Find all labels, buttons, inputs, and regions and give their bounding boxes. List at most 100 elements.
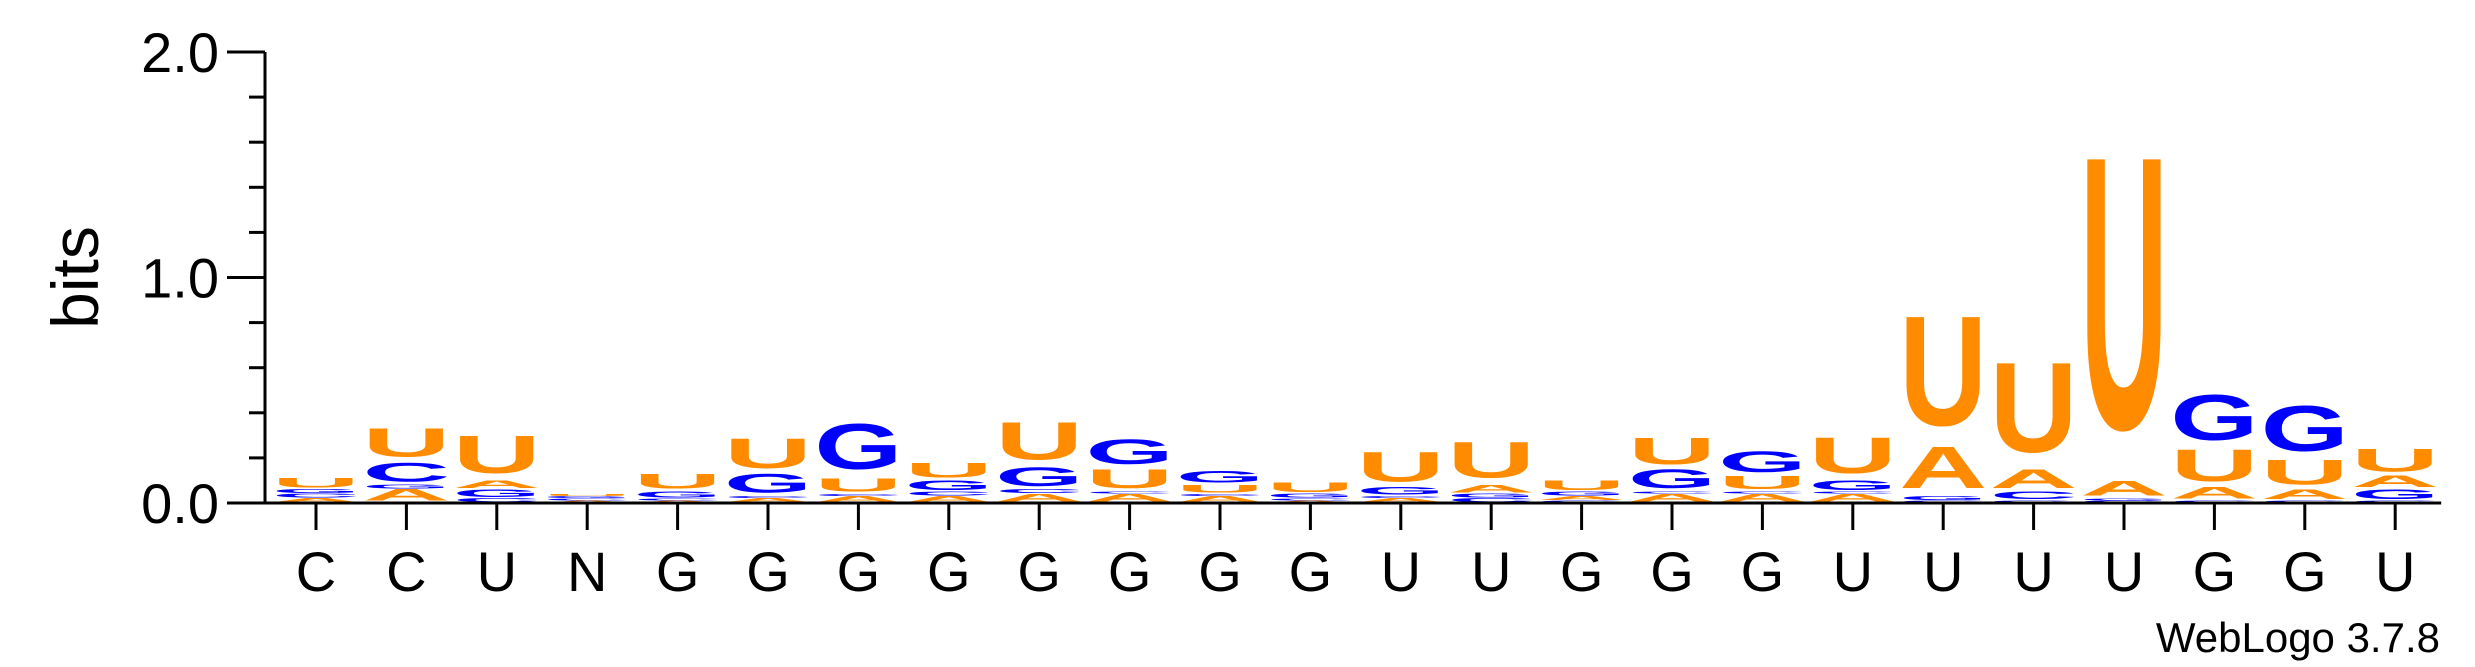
logo-glyph-G: G: [724, 469, 812, 499]
glyph-letter: U: [453, 424, 541, 484]
weblogo-footer: WebLogo 3.7.8: [2156, 614, 2440, 661]
glyph-letter: C: [1990, 490, 2078, 502]
glyph-letter: C: [1086, 491, 1174, 494]
x-tick-label: U: [477, 540, 517, 603]
glyph-letter: A: [2261, 487, 2349, 502]
glyph-letter: C: [453, 497, 541, 503]
glyph-letter: U: [272, 476, 360, 491]
logo-glyph-C: C: [1990, 490, 2078, 502]
glyph-letter: U: [724, 429, 812, 477]
glyph-letter: U: [1176, 483, 1264, 495]
x-tick-label: G: [1198, 540, 1242, 603]
glyph-letter: A: [1176, 495, 1264, 504]
logo-glyph-C: C: [1718, 491, 1806, 494]
logo-glyph-A: A: [1628, 492, 1716, 504]
glyph-letter: C: [1266, 498, 1354, 501]
logo-glyph-A: A: [1809, 492, 1897, 504]
glyph-letter: U: [2351, 442, 2439, 478]
glyph-letter: G: [1809, 478, 1897, 493]
glyph-letter: A: [1718, 492, 1806, 504]
x-tick-label: G: [927, 540, 971, 603]
logo-glyph-C: C: [1447, 497, 1535, 503]
logo-glyph-A: A: [1086, 492, 1174, 504]
logo-glyph-G: G: [1447, 493, 1535, 499]
logo-glyph-G: G: [634, 490, 722, 499]
glyph-letter: C: [814, 493, 902, 496]
position-stack: GCAU: [1990, 336, 2078, 503]
glyph-letter: U: [1809, 427, 1897, 484]
glyph-letter: A: [2351, 473, 2439, 491]
logo-glyph-G: G: [453, 487, 541, 499]
logo-glyph-U: U: [905, 458, 993, 482]
glyph-letter: G: [2351, 487, 2439, 502]
logo-glyph-U: U: [1266, 480, 1354, 495]
x-tick-label: U: [2104, 540, 2144, 603]
logo-glyph-C: C: [453, 497, 541, 503]
position-stack: CAGU: [1538, 478, 1626, 503]
glyph-letter: U: [634, 469, 722, 493]
glyph-letter: U: [1538, 478, 1626, 493]
glyph-letter: C: [634, 498, 722, 501]
glyph-letter: A: [453, 478, 541, 490]
logo-glyph-G: G: [2261, 393, 2349, 465]
glyph-letter: A: [2080, 476, 2168, 500]
logo-glyph-U: U: [2080, 75, 2168, 511]
glyph-letter: U: [1357, 443, 1445, 491]
glyph-letter: A: [1628, 492, 1716, 504]
logo-glyph-C: C: [724, 496, 812, 499]
logo-glyph-A: A: [1718, 492, 1806, 504]
logo-glyph-G: G: [1628, 464, 1716, 494]
logo-glyph-C: C: [995, 488, 1083, 494]
glyph-letter: U: [1086, 464, 1174, 494]
logo-glyph-C: C: [814, 493, 902, 496]
logo-glyph-U: U: [995, 411, 1083, 471]
logo-glyph-A: A: [724, 497, 812, 503]
x-tick-label: U: [2375, 540, 2415, 603]
glyph-letter: U: [2080, 75, 2168, 511]
glyph-letter: G: [1899, 495, 1987, 501]
glyph-letter: C: [1718, 491, 1806, 494]
x-tick-label: U: [1923, 540, 1963, 603]
glyph-letter: A: [2170, 484, 2258, 502]
logo-glyph-G: G: [362, 484, 450, 490]
logo-glyph-G: G: [1357, 485, 1445, 497]
glyph-letter: G: [453, 487, 541, 499]
x-tick-label: G: [1017, 540, 1061, 603]
logo-glyph-U: U: [1086, 464, 1174, 494]
glyph-letter: U: [905, 458, 993, 482]
x-tick-label: U: [1833, 540, 1873, 603]
glyph-letter: U: [2170, 440, 2258, 491]
logo-glyph-A: A: [1176, 495, 1264, 504]
x-tick-label: G: [2283, 540, 2327, 603]
glyph-letter: A: [1086, 492, 1174, 504]
glyph-letter: A: [905, 495, 993, 504]
logo-glyph-U: U: [1538, 478, 1626, 493]
logo-glyph-U: U: [1176, 483, 1264, 495]
glyph-letter: C: [1809, 491, 1897, 494]
logo-glyph-A: A: [814, 495, 902, 504]
logo-glyph-U: U: [1357, 443, 1445, 491]
logo-glyph-C: C: [1809, 491, 1897, 494]
x-tick-label: U: [2013, 540, 2053, 603]
logo-glyph-A: A: [2080, 476, 2168, 500]
logo-glyph-G: G: [1809, 478, 1897, 493]
glyph-letter: G: [362, 484, 450, 490]
logo-glyph-U: U: [543, 493, 631, 496]
logo-glyph-A: A: [905, 495, 993, 504]
logo-glyph-A: A: [1899, 435, 1987, 501]
logo-glyph-G: G: [1266, 493, 1354, 499]
logo-glyph-A: A: [1357, 497, 1445, 503]
glyph-letter: G: [2261, 393, 2349, 465]
